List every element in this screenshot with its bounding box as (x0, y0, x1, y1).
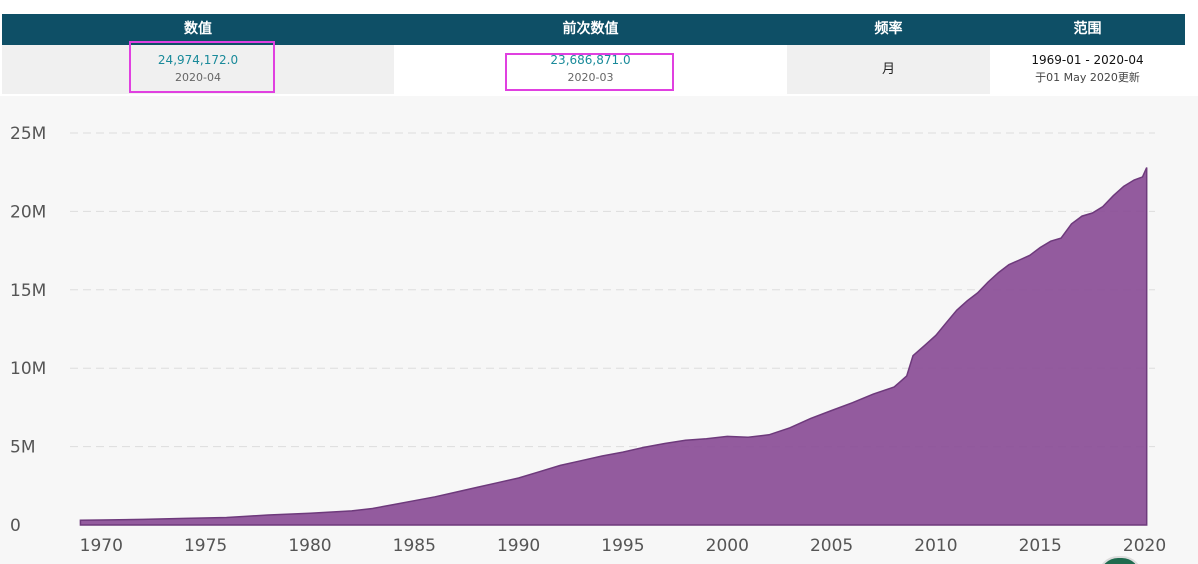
x-tick-label: 2000 (706, 536, 749, 556)
header-range: 范围 (1073, 21, 1102, 37)
previous-value: 23,686,871.0 (550, 53, 631, 67)
chart-container: 0 5M 10M 15M 20M 25M 1970 1975 1980 1985 1990 1995 2… (0, 96, 1198, 564)
updated-note: 于01 May 2020更新 (1035, 71, 1140, 84)
x-tick-label: 2015 (1019, 536, 1062, 556)
header-previous-value: 前次数值 (562, 21, 619, 37)
summary-table: 数值 前次数值 频率 范围 24,974,172.0 2020-04 23,68… (2, 14, 1185, 94)
x-tick-label: 1970 (80, 536, 123, 556)
x-tick-label: 1995 (601, 536, 644, 556)
y-tick-label: 5M (10, 438, 35, 458)
area-chart: 0 5M 10M 15M 20M 25M 1970 1975 1980 1985 1990 1995 2… (10, 124, 1166, 556)
frequency-value: 月 (881, 62, 895, 77)
x-tick-label: 2005 (810, 536, 853, 556)
x-tick-label: 2010 (914, 536, 957, 556)
x-tick-label: 1990 (497, 536, 540, 556)
summary-table-header: 数值 前次数值 频率 范围 (2, 14, 1185, 45)
y-tick-label: 25M (10, 124, 46, 144)
summary-table-row: 24,974,172.0 2020-04 23,686,871.0 2020-0… (2, 45, 1185, 94)
area-series[interactable] (79, 167, 1148, 526)
cell-range: 1969-01 - 2020-04 于01 May 2020更新 (990, 45, 1185, 94)
x-tick-label: 1980 (288, 536, 331, 556)
current-date: 2020-04 (175, 71, 221, 84)
cell-frequency: 月 (787, 45, 990, 94)
x-tick-label: 1975 (184, 536, 227, 556)
cell-current-value: 24,974,172.0 2020-04 (2, 45, 394, 94)
previous-date: 2020-03 (567, 71, 614, 84)
range-value: 1969-01 - 2020-04 (1031, 53, 1144, 67)
x-tick-label: 1985 (393, 536, 436, 556)
header-value: 数值 (184, 21, 212, 37)
x-tick-label: 2020 (1123, 536, 1166, 556)
y-tick-label: 10M (10, 359, 46, 379)
cell-previous-value: 23,686,871.0 2020-03 (394, 45, 787, 94)
y-tick-label: 20M (10, 202, 46, 222)
header-frequency: 频率 (874, 21, 903, 37)
current-value: 24,974,172.0 (157, 53, 239, 67)
y-tick-label: 0 (10, 516, 21, 536)
y-tick-label: 15M (10, 281, 46, 301)
